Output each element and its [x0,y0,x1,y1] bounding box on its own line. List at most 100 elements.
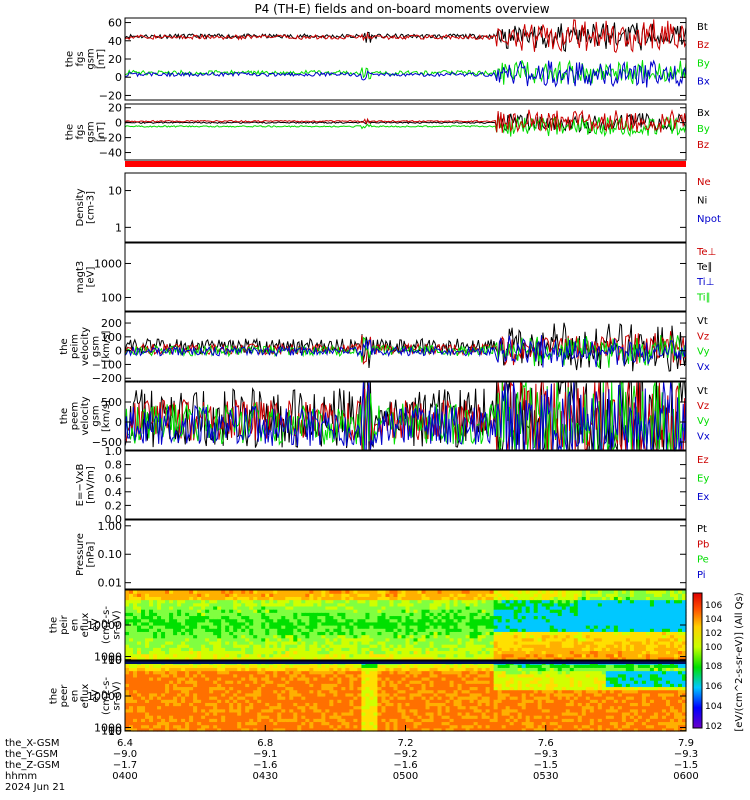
spectrogram-cell [373,609,379,613]
spectrogram-cell [369,727,375,732]
spectrogram-cell [621,596,627,601]
spectrogram-cell [217,696,222,700]
spectrogram-cell [381,692,387,697]
spectrogram-cell [337,673,342,678]
spectrogram-cell [353,727,359,732]
spectrogram-cell [149,696,154,700]
spectrogram-cell [221,673,226,678]
spectrogram-cell [457,609,463,613]
spectrogram-cell [185,618,190,623]
spectrogram-cell [377,631,383,636]
spectrogram-cell [465,650,471,655]
spectrogram-cell [393,683,399,688]
spectrogram-cell [141,593,146,597]
spectrogram-cell [381,609,387,613]
spectrogram-cell [673,612,679,617]
spectrogram-cell [185,644,190,648]
spectrogram-cell [405,715,411,719]
spectrogram-cell [269,711,274,716]
spectrogram-cell [353,718,359,723]
spectrogram-cell [425,593,431,597]
spectrogram-cell [341,590,346,594]
spectrogram-cell [353,609,359,613]
spectrogram-cell [125,724,130,729]
spectrogram-cell [429,656,435,661]
spectrogram-cell [461,590,467,594]
spectrogram-cell [281,644,286,648]
spectrogram-cell [161,609,166,613]
spectrogram-cell [361,705,367,710]
spectrogram-cell [617,602,623,607]
spectrogram-cell [229,705,234,710]
spectrogram-cell [145,644,150,648]
spectrogram-cell [233,602,238,607]
spectrogram-cell [213,705,218,710]
spectrogram-cell [609,634,615,639]
spectrogram-cell [261,593,266,597]
spectrogram-cell [513,602,519,607]
spectrogram-cell [545,612,551,617]
spectrogram-cell [197,689,202,694]
spectrogram-cell [649,596,655,601]
spectrogram-cell [241,683,246,688]
spectrogram-cell [301,640,306,645]
spectrogram-cell [145,621,150,626]
legend-Ez: Ez [697,455,709,466]
spectrogram-cell [629,640,635,645]
spectrogram-cell [181,640,186,645]
spectrogram-cell [313,596,318,601]
spectrogram-cell [389,653,395,658]
spectrogram-cell [221,644,226,648]
spectrogram-cell [637,615,643,620]
spectrogram-cell [517,593,523,597]
spectrogram-cell [321,680,326,684]
spectrogram-cell [149,647,154,652]
spectrogram-cell [537,596,543,601]
spectrogram-cell [405,680,411,684]
panel-frame [124,519,687,590]
spectrogram-cell [321,708,326,713]
spectrogram-cell [373,727,379,732]
spectrogram-cell [637,656,643,661]
spectrogram-cell [213,615,218,620]
spectrogram-cell [341,596,346,601]
spectrogram-cell [489,650,495,655]
spectrogram-cell [657,628,663,632]
spectrogram-cell [157,686,162,691]
spectrogram-cell [213,721,218,726]
spectrogram-cell [273,634,278,639]
spectrogram-cell [661,650,667,655]
spectrogram-cell [429,621,435,626]
spectrogram-cell [589,637,595,642]
spectrogram-cell [333,628,338,632]
spectrogram-cell [545,599,551,604]
y-axis-label: [eV] [85,267,96,288]
spectrogram-cell [193,644,198,648]
spectrogram-cell [245,593,250,597]
spectrogram-cell [617,634,623,639]
spectrogram-cell [249,683,254,688]
spectrogram-cell [173,718,178,723]
spectrogram-cell [129,605,134,610]
spectrogram-cell [249,621,254,626]
spectrogram-cell [557,605,563,610]
spectrogram-cell [333,615,338,620]
spectrogram-cell [437,631,443,636]
spectrogram-cell [429,634,435,639]
spectrogram-cell [337,699,342,703]
spectrogram-cell [217,640,222,645]
spectrogram-cell [185,667,190,672]
spectrogram-cell [245,673,250,678]
spectrogram-cell [185,621,190,626]
spectrogram-cell [357,705,363,710]
spectrogram-cell [517,634,523,639]
spectrogram-cell [321,631,326,636]
spectrogram-cell [357,727,363,732]
spectrogram-cell [449,590,455,594]
spectrogram-cell [533,618,539,623]
spectrogram-cell [549,653,555,658]
spectrogram-cell [601,612,607,617]
spectrogram-cell [605,637,611,642]
spectrogram-cell [165,702,170,707]
spectrogram-cell [237,618,242,623]
